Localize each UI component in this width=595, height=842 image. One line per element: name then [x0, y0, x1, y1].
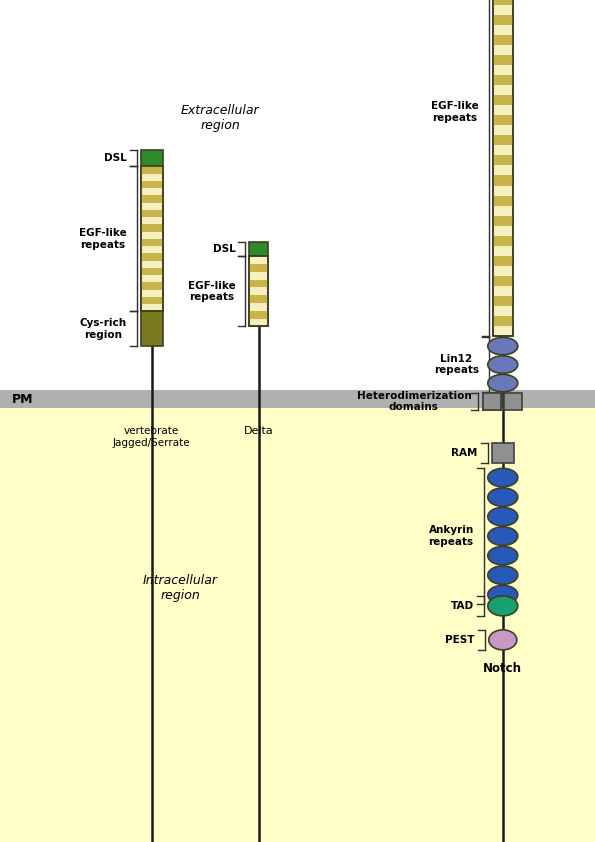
Bar: [249, 280, 268, 287]
Ellipse shape: [488, 630, 517, 650]
Ellipse shape: [488, 356, 518, 373]
Ellipse shape: [488, 375, 518, 392]
Bar: [141, 239, 162, 246]
Ellipse shape: [488, 468, 518, 487]
Bar: [141, 210, 162, 217]
Bar: [141, 297, 162, 304]
Bar: [493, 256, 513, 266]
Text: Notch: Notch: [483, 662, 522, 675]
Bar: [493, 136, 513, 146]
Bar: [141, 167, 162, 173]
Bar: [493, 0, 513, 4]
Bar: [493, 175, 513, 185]
Bar: [249, 296, 268, 303]
Bar: [249, 256, 268, 327]
Bar: [249, 311, 268, 318]
Bar: [493, 195, 513, 205]
Text: Cys-rich
region: Cys-rich region: [80, 318, 127, 339]
Ellipse shape: [488, 488, 518, 506]
Text: Delta: Delta: [244, 426, 274, 436]
Bar: [493, 75, 513, 85]
Bar: [493, 0, 513, 336]
Bar: [141, 312, 162, 346]
Text: DSL: DSL: [104, 153, 127, 163]
Text: RAM: RAM: [452, 449, 478, 458]
Ellipse shape: [488, 338, 518, 354]
Bar: [141, 253, 162, 261]
Ellipse shape: [488, 585, 518, 604]
Bar: [141, 167, 162, 312]
Bar: [141, 181, 162, 188]
Bar: [493, 35, 513, 45]
Text: EGF-like
repeats: EGF-like repeats: [431, 101, 479, 123]
Bar: [493, 95, 513, 105]
Ellipse shape: [488, 596, 518, 616]
Bar: [493, 55, 513, 65]
Bar: [141, 268, 162, 275]
Text: TAD: TAD: [450, 601, 474, 610]
Bar: [249, 242, 268, 256]
Bar: [483, 393, 501, 410]
Bar: [493, 236, 513, 246]
Bar: [249, 264, 268, 272]
Ellipse shape: [488, 527, 518, 546]
Text: Heterodimerization
domains: Heterodimerization domains: [356, 391, 471, 413]
Bar: [493, 156, 513, 165]
Bar: [493, 0, 513, 336]
Text: PM: PM: [12, 392, 33, 406]
Text: Extracellular
region: Extracellular region: [181, 104, 259, 132]
Bar: [141, 282, 162, 290]
Bar: [0, 390, 595, 408]
Bar: [141, 224, 162, 232]
Bar: [493, 115, 513, 125]
Bar: [483, 393, 501, 410]
Text: DSL: DSL: [212, 244, 236, 254]
Bar: [493, 216, 513, 226]
Text: EGF-like
repeats: EGF-like repeats: [187, 280, 236, 302]
Text: Ankyrin
repeats: Ankyrin repeats: [428, 525, 474, 547]
Bar: [505, 393, 522, 410]
Text: Intracellular
region: Intracellular region: [142, 574, 218, 602]
Ellipse shape: [488, 546, 518, 565]
Bar: [493, 276, 513, 286]
Text: PEST: PEST: [445, 635, 475, 645]
Bar: [492, 444, 513, 463]
Bar: [493, 296, 513, 306]
Bar: [141, 195, 162, 203]
Bar: [493, 317, 513, 327]
Bar: [493, 14, 513, 24]
Bar: [141, 167, 162, 312]
Ellipse shape: [488, 508, 518, 526]
Bar: [141, 151, 162, 167]
Bar: [249, 256, 268, 327]
Bar: [0, 0, 595, 408]
Text: Lin12
repeats: Lin12 repeats: [434, 354, 479, 376]
Bar: [0, 408, 595, 842]
Text: vertebrate
Jagged/Serrate: vertebrate Jagged/Serrate: [113, 426, 190, 448]
Ellipse shape: [488, 566, 518, 584]
Text: EGF-like
repeats: EGF-like repeats: [79, 228, 127, 250]
